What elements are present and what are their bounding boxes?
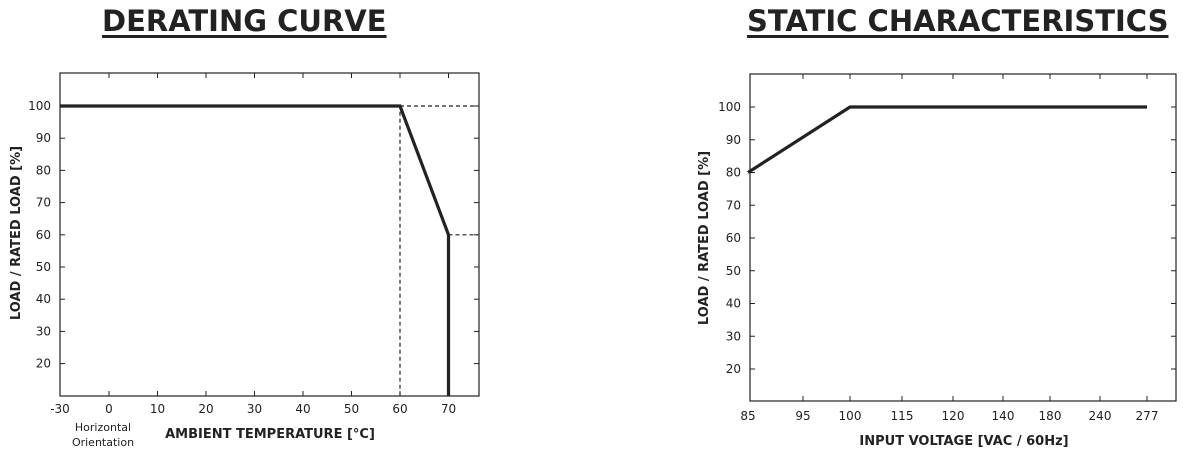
y-tick-label: 100	[718, 100, 741, 114]
y-tick-label: 20	[36, 357, 51, 371]
plot-frame-static	[749, 73, 1177, 402]
y-tick-label: 30	[36, 324, 51, 338]
x-tick-label: 70	[441, 402, 456, 416]
x-tick-label: 20	[198, 402, 213, 416]
annotation-orientation: Horizontal Orientation	[72, 421, 134, 449]
y-tick-label: 80	[726, 166, 741, 180]
y-tick-label: 100	[28, 99, 51, 113]
series-line-static	[747, 105, 1147, 174]
y-tick-label: 70	[36, 196, 51, 210]
y-tick-label: 50	[726, 264, 741, 278]
x-tick-label: 140	[992, 409, 1015, 423]
y-axis-label: LOAD / RATED LOAD [%]	[697, 151, 712, 325]
y-tick-label: 30	[726, 329, 741, 343]
x-tick-label: 115	[891, 409, 914, 423]
x-tick-label: 277	[1136, 409, 1159, 423]
y-axis-label: LOAD / RATED LOAD [%]	[9, 146, 24, 320]
x-tick-label: 100	[839, 409, 862, 423]
annotation-line: Orientation	[72, 436, 134, 449]
y-tick-label: 70	[726, 198, 741, 212]
x-tick-label: 120	[942, 409, 965, 423]
y-tick-label: 60	[36, 228, 51, 242]
x-axis-label: INPUT VOLTAGE [VAC / 60Hz]	[859, 434, 1068, 449]
annotation-line: Horizontal	[75, 421, 131, 434]
y-tick-label: 60	[726, 231, 741, 245]
chart-title-static: STATIC CHARACTERISTICS	[747, 4, 1169, 38]
x-tick-label: 85	[740, 409, 755, 423]
plot-frame-derating	[59, 72, 480, 397]
chart-title-derating: DERATING CURVE	[102, 4, 387, 38]
y-tick-label: 90	[726, 133, 741, 147]
x-tick-label: 0	[105, 402, 113, 416]
x-tick-label: 40	[295, 402, 310, 416]
x-tick-label: 95	[795, 409, 810, 423]
x-tick-label: 50	[344, 402, 359, 416]
x-tick-label: 180	[1039, 409, 1062, 423]
y-tick-label: 40	[726, 297, 741, 311]
x-tick-label: 240	[1089, 409, 1112, 423]
series-line-derating	[60, 104, 451, 396]
y-tick-label: 90	[36, 131, 51, 145]
y-tick-label: 80	[36, 163, 51, 177]
x-tick-label: 30	[247, 402, 262, 416]
x-axis-label: AMBIENT TEMPERATURE [°C]	[165, 427, 375, 442]
x-tick-label: -30	[50, 402, 70, 416]
x-tick-label: 10	[150, 402, 165, 416]
y-tick-label: 20	[726, 362, 741, 376]
y-tick-label: 40	[36, 292, 51, 306]
y-tick-label: 50	[36, 260, 51, 274]
x-tick-label: 60	[392, 402, 407, 416]
